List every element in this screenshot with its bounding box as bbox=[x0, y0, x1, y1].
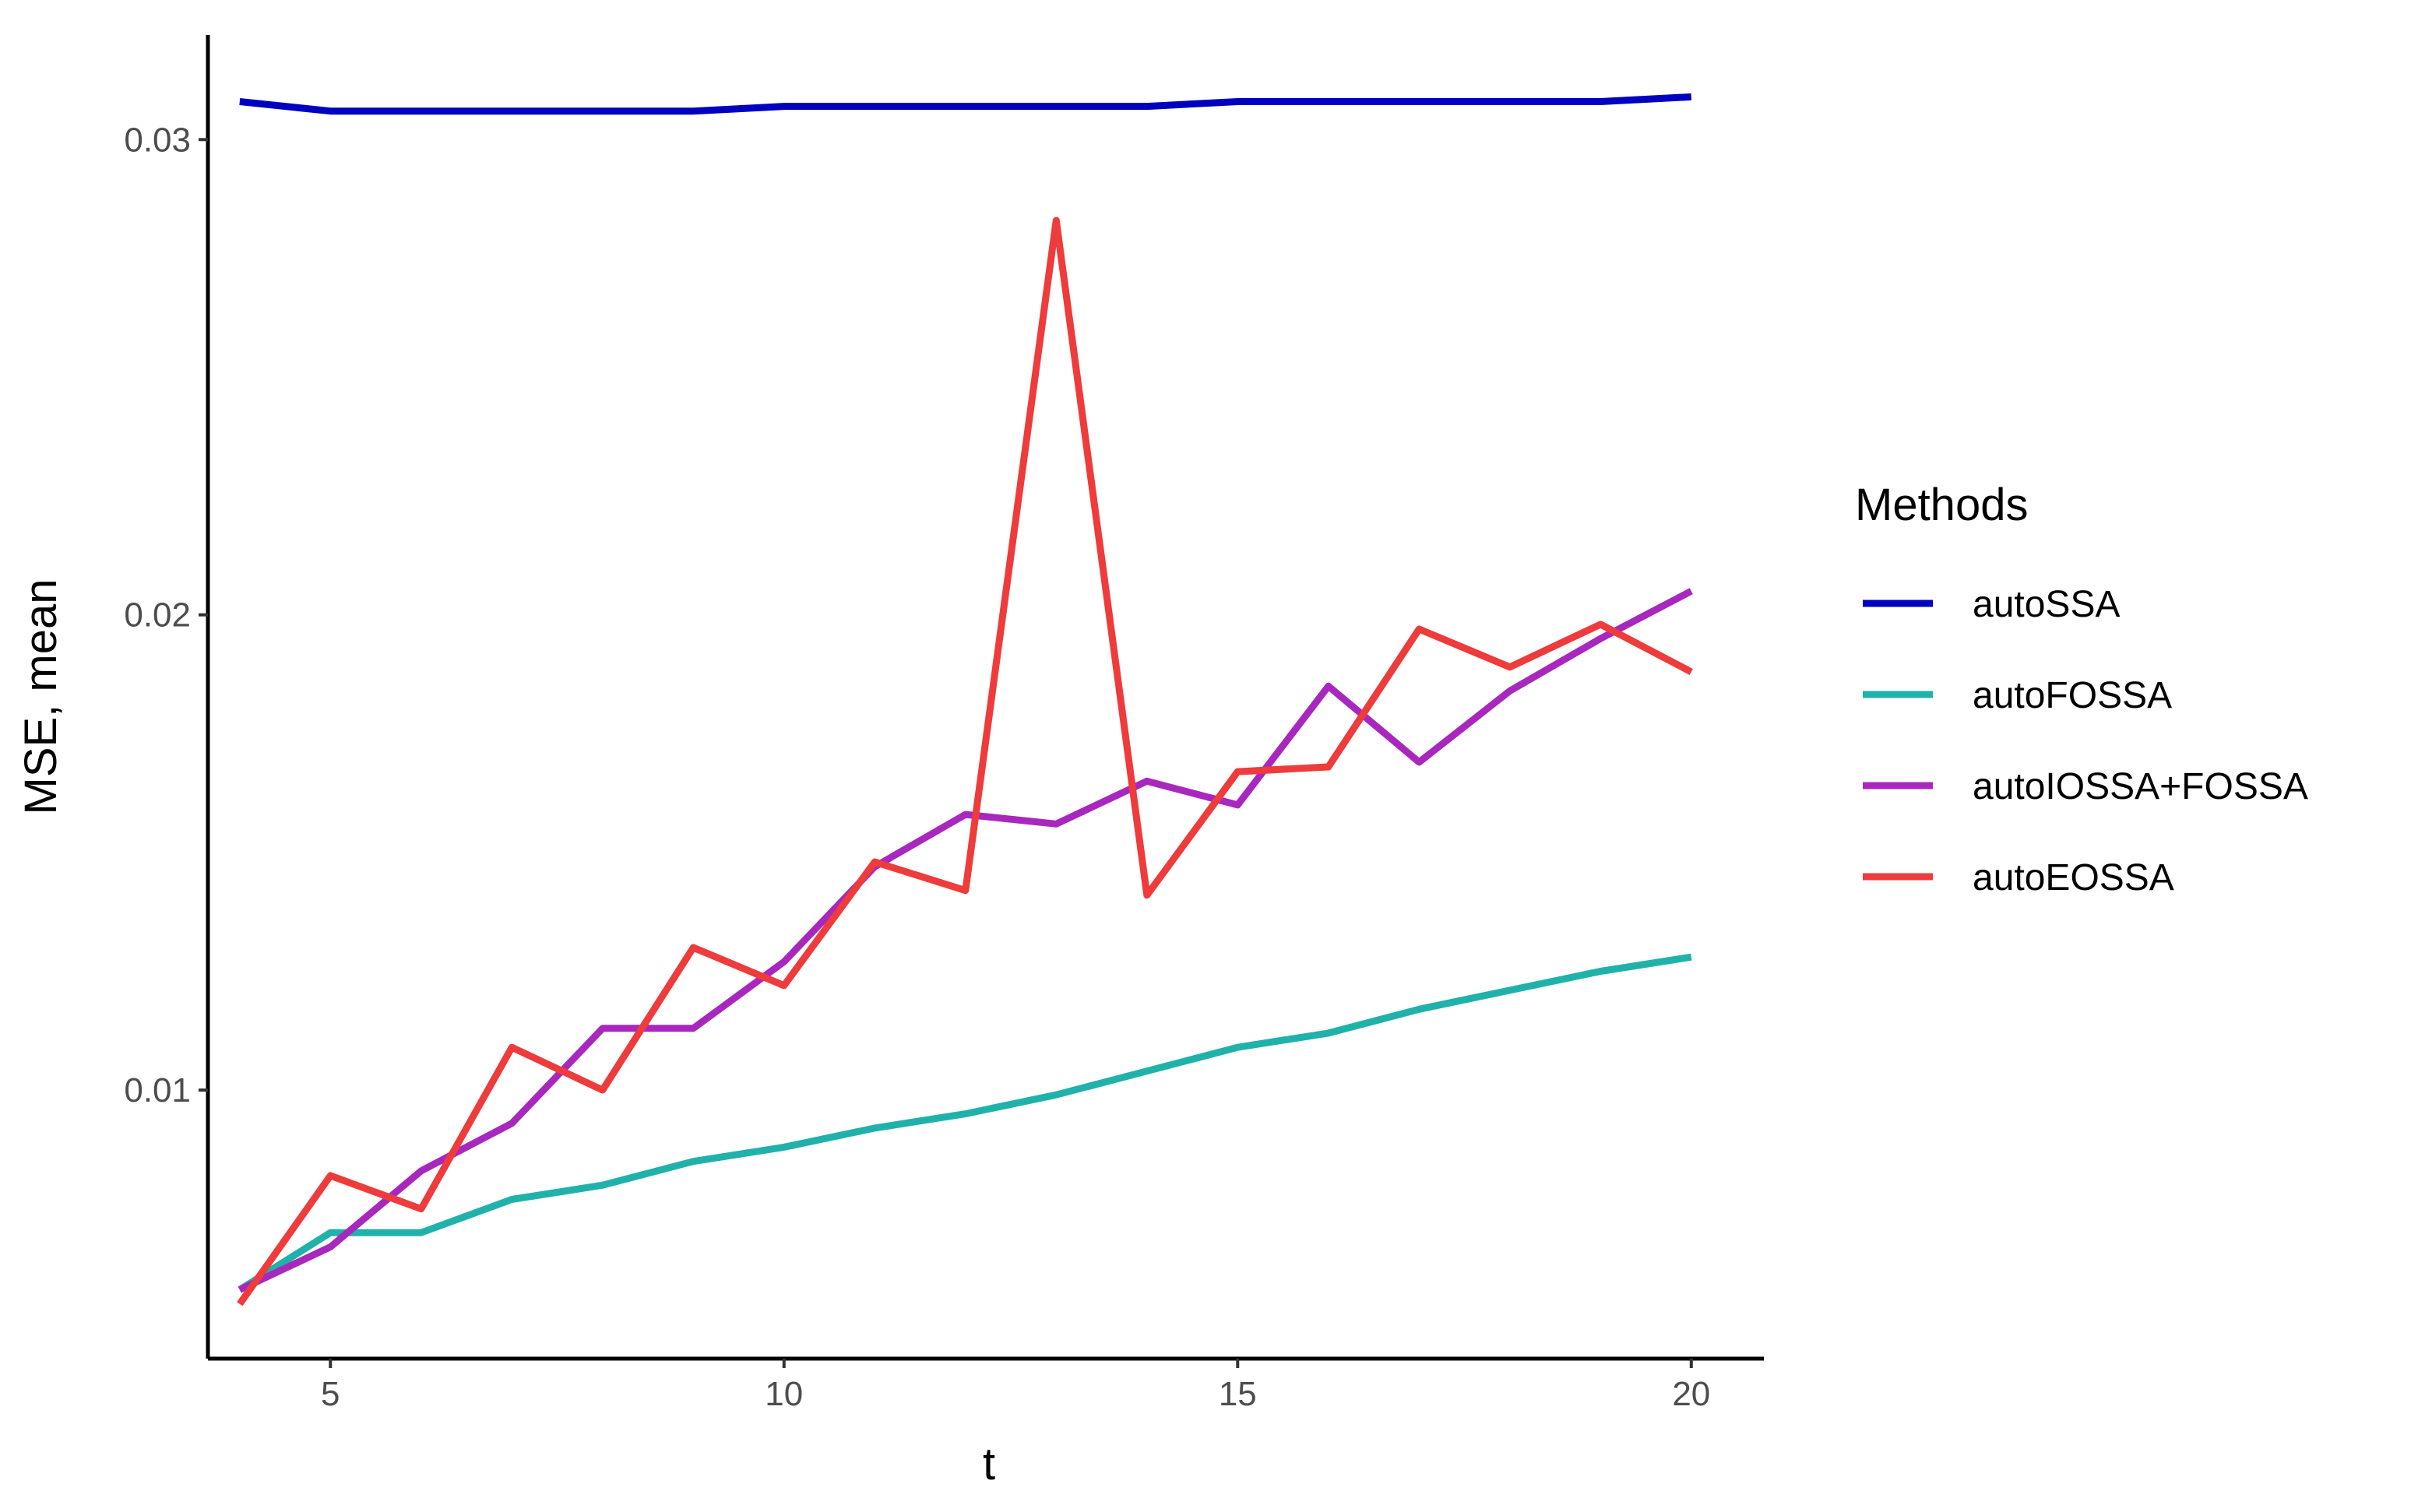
legend-title: Methods bbox=[1855, 480, 2028, 530]
y-tick-label: 0.02 bbox=[124, 596, 191, 635]
x-axis-ticks: 5 10 15 20 bbox=[321, 1359, 1710, 1413]
x-tick-label: 10 bbox=[765, 1375, 803, 1413]
legend-label: autoEOSSA bbox=[1973, 857, 2174, 898]
legend-label: autoSSA bbox=[1973, 584, 2120, 625]
legend-item-autoeossa: autoEOSSA bbox=[1863, 857, 2174, 898]
legend-item-autofossa: autoFOSSA bbox=[1863, 675, 2172, 716]
legend-label: autoIOSSA+FOSSA bbox=[1973, 766, 2308, 807]
x-tick-label: 20 bbox=[1672, 1375, 1710, 1413]
series-line-autoiossa-fossa bbox=[238, 588, 1693, 1293]
series-line-autoeossa bbox=[237, 216, 1693, 1306]
legend: autoSSA autoFOSSA autoIOSSA+FOSSA autoEOSSA bbox=[1863, 584, 2308, 898]
series-line-autofossa bbox=[238, 953, 1692, 1293]
plot-lines bbox=[237, 93, 1693, 1306]
series-line-autossa bbox=[239, 93, 1692, 115]
legend-label: autoFOSSA bbox=[1973, 675, 2172, 716]
legend-item-autossa: autoSSA bbox=[1863, 584, 2120, 625]
y-tick-label: 0.03 bbox=[124, 121, 191, 159]
y-axis-ticks: 0.01 0.02 0.03 bbox=[124, 121, 208, 1109]
x-axis-title: t bbox=[983, 1439, 995, 1489]
y-tick-label: 0.01 bbox=[124, 1071, 191, 1109]
x-tick-label: 15 bbox=[1219, 1375, 1257, 1413]
x-tick-label: 5 bbox=[321, 1375, 340, 1413]
y-axis-title: MSE, mean bbox=[16, 579, 66, 815]
legend-item-autoiossa-fossa: autoIOSSA+FOSSA bbox=[1863, 766, 2308, 807]
